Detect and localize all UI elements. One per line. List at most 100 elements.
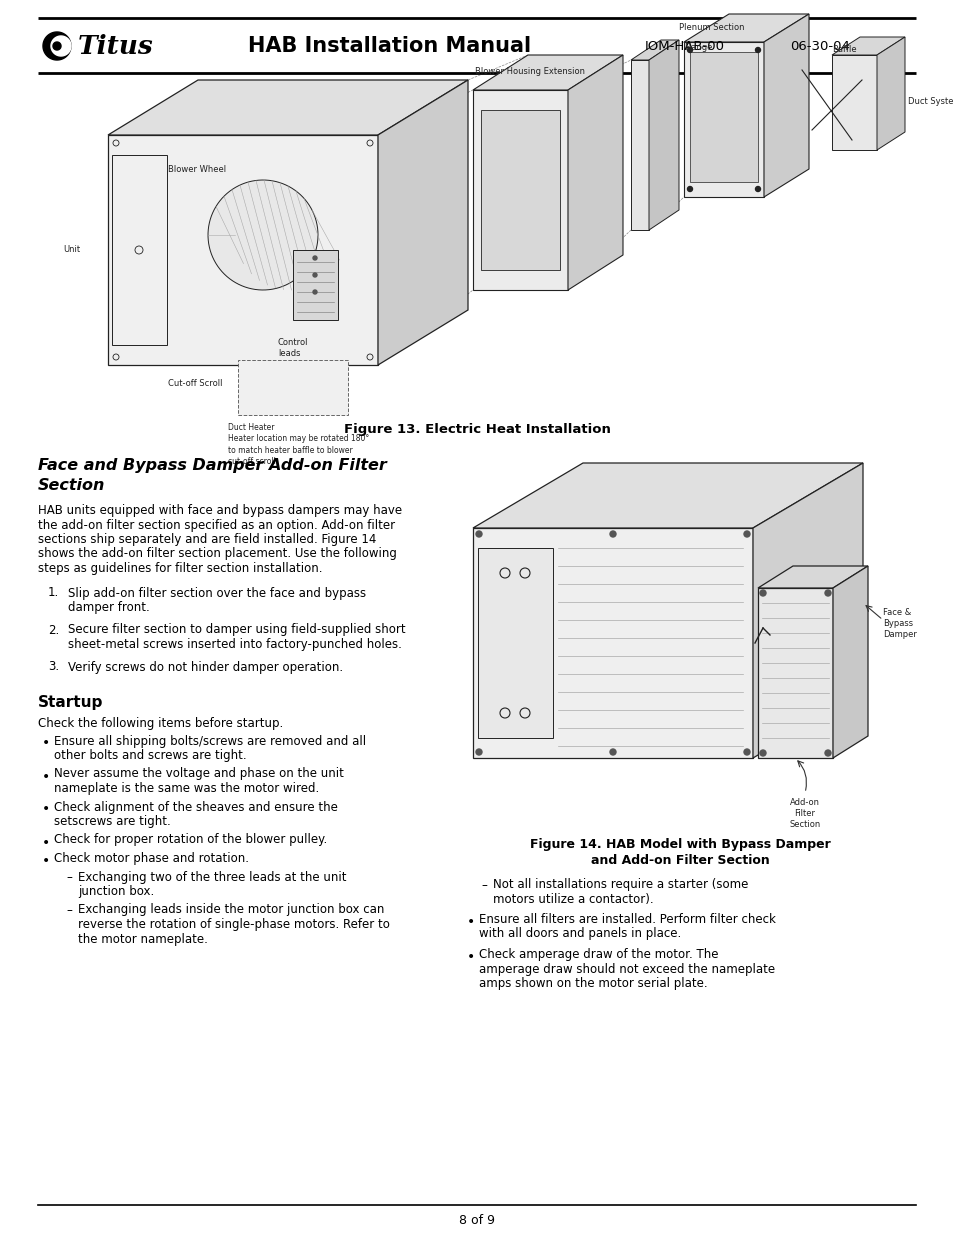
Text: steps as guidelines for filter section installation.: steps as guidelines for filter section i…: [38, 562, 322, 576]
Text: •: •: [42, 836, 51, 850]
Circle shape: [687, 47, 692, 53]
Text: •: •: [42, 853, 51, 868]
Text: Verify screws do not hinder damper operation.: Verify screws do not hinder damper opera…: [68, 661, 343, 673]
Polygon shape: [630, 40, 679, 61]
Text: –: –: [66, 904, 71, 918]
Polygon shape: [43, 32, 71, 61]
Bar: [758, 588, 832, 758]
Circle shape: [609, 531, 616, 537]
Circle shape: [824, 750, 830, 756]
Polygon shape: [208, 180, 317, 290]
Circle shape: [313, 273, 316, 277]
Text: HAB Installation Manual: HAB Installation Manual: [248, 36, 531, 56]
Text: Cut-off Scroll: Cut-off Scroll: [168, 378, 222, 388]
Text: Blower Housing Extension: Blower Housing Extension: [475, 68, 584, 77]
Text: Plenum Section: Plenum Section: [679, 22, 743, 32]
Bar: [477, 548, 553, 739]
Polygon shape: [752, 463, 862, 758]
Text: –: –: [66, 872, 71, 884]
Text: Secure filter section to damper using field-supplied short: Secure filter section to damper using fi…: [68, 624, 405, 636]
Text: Figure 13. Electric Heat Installation: Figure 13. Electric Heat Installation: [343, 424, 610, 436]
Text: Startup: Startup: [38, 695, 103, 710]
Text: 2.: 2.: [48, 624, 59, 636]
Circle shape: [755, 186, 760, 191]
Polygon shape: [763, 14, 808, 198]
Text: 8 of 9: 8 of 9: [458, 1214, 495, 1226]
Polygon shape: [648, 40, 679, 230]
Text: Check alignment of the sheaves and ensure the: Check alignment of the sheaves and ensur…: [54, 800, 337, 814]
Bar: [480, 110, 559, 270]
Text: Section: Section: [38, 478, 105, 493]
Text: Control
leads: Control leads: [277, 338, 308, 358]
Bar: [630, 61, 648, 230]
Circle shape: [476, 531, 481, 537]
Bar: [237, 359, 348, 415]
Circle shape: [313, 290, 316, 294]
Text: shows the add-on filter section placement. Use the following: shows the add-on filter section placemen…: [38, 547, 396, 561]
Text: sections ship separately and are field installed. Figure 14: sections ship separately and are field i…: [38, 534, 376, 546]
Text: reverse the rotation of single-phase motors. Refer to: reverse the rotation of single-phase mot…: [78, 918, 390, 931]
Text: Face and Bypass Damper Add-on Filter: Face and Bypass Damper Add-on Filter: [38, 458, 386, 473]
Text: Duct System: Duct System: [907, 98, 953, 106]
Text: Face &
Bypass
Damper: Face & Bypass Damper: [882, 608, 916, 640]
Circle shape: [743, 748, 749, 755]
Bar: [293, 249, 337, 320]
Polygon shape: [53, 42, 61, 49]
Text: amperage draw should not exceed the nameplate: amperage draw should not exceed the name…: [478, 962, 774, 976]
Text: •: •: [42, 736, 51, 751]
Text: Baffle: Baffle: [831, 46, 856, 54]
Text: Flange: Flange: [683, 43, 712, 53]
Text: Blower Wheel: Blower Wheel: [168, 165, 226, 174]
Circle shape: [824, 590, 830, 597]
Polygon shape: [473, 56, 622, 90]
Circle shape: [687, 186, 692, 191]
Text: Ensure all filters are installed. Perform filter check: Ensure all filters are installed. Perfor…: [478, 913, 775, 926]
Circle shape: [609, 748, 616, 755]
Text: Check amperage draw of the motor. The: Check amperage draw of the motor. The: [478, 948, 718, 961]
Bar: [683, 42, 763, 198]
Text: 3.: 3.: [48, 661, 59, 673]
Circle shape: [743, 531, 749, 537]
Circle shape: [476, 748, 481, 755]
Text: Never assume the voltage and phase on the unit: Never assume the voltage and phase on th…: [54, 767, 343, 781]
Text: Unit: Unit: [63, 246, 80, 254]
Text: Add-on
Filter
Section: Add-on Filter Section: [788, 798, 820, 829]
Polygon shape: [377, 80, 468, 366]
Text: Duct Heater
Heater location may be rotated 180°
to match heater baffle to blower: Duct Heater Heater location may be rotat…: [228, 424, 369, 467]
Text: Check the following items before startup.: Check the following items before startup…: [38, 718, 283, 730]
Text: Slip add-on filter section over the face and bypass: Slip add-on filter section over the face…: [68, 587, 366, 599]
Text: •: •: [466, 950, 475, 965]
Text: amps shown on the motor serial plate.: amps shown on the motor serial plate.: [478, 977, 707, 990]
Polygon shape: [831, 37, 904, 56]
Text: Ensure all shipping bolts/screws are removed and all: Ensure all shipping bolts/screws are rem…: [54, 735, 366, 747]
Text: junction box.: junction box.: [78, 885, 154, 898]
Text: Figure 14. HAB Model with Bypass Damper: Figure 14. HAB Model with Bypass Damper: [529, 839, 829, 851]
Bar: [108, 135, 377, 366]
Circle shape: [755, 47, 760, 53]
Text: other bolts and screws are tight.: other bolts and screws are tight.: [54, 748, 247, 762]
Polygon shape: [758, 566, 867, 588]
Polygon shape: [876, 37, 904, 149]
Text: Check motor phase and rotation.: Check motor phase and rotation.: [54, 852, 249, 864]
Polygon shape: [51, 36, 71, 56]
Text: 06-30-04: 06-30-04: [789, 40, 849, 53]
Text: the add-on filter section specified as an option. Add-on filter: the add-on filter section specified as a…: [38, 519, 395, 531]
Text: •: •: [42, 769, 51, 783]
Bar: [112, 156, 167, 345]
Bar: [831, 56, 876, 149]
Text: 1.: 1.: [48, 587, 59, 599]
Text: IOM-HAB-00: IOM-HAB-00: [644, 40, 724, 53]
Text: damper front.: damper front.: [68, 601, 150, 614]
Text: •: •: [42, 803, 51, 816]
Polygon shape: [683, 14, 808, 42]
Text: Exchanging two of the three leads at the unit: Exchanging two of the three leads at the…: [78, 871, 346, 883]
Text: Titus: Titus: [78, 33, 153, 58]
Circle shape: [760, 590, 765, 597]
Bar: [473, 90, 567, 290]
Circle shape: [760, 750, 765, 756]
Text: with all doors and panels in place.: with all doors and panels in place.: [478, 927, 680, 941]
Polygon shape: [108, 80, 468, 135]
Text: •: •: [466, 915, 475, 929]
Text: –: –: [480, 879, 486, 892]
Bar: [473, 529, 752, 758]
